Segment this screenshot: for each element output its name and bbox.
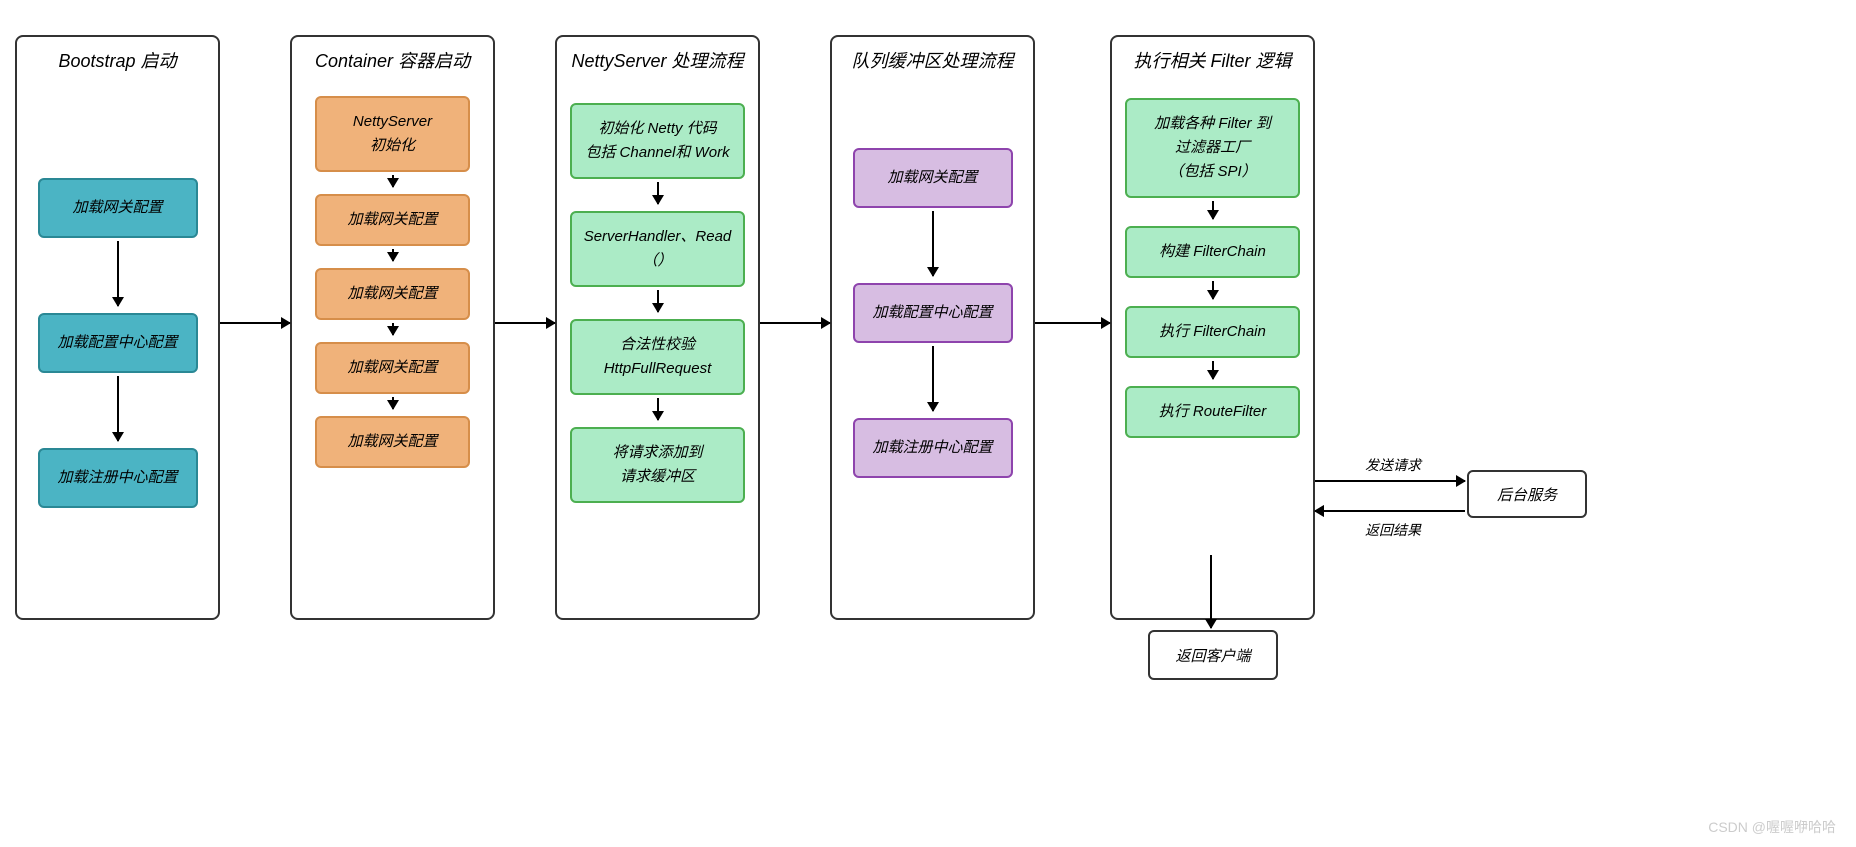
arrow-down [657,290,659,312]
flow-node: 加载网关配置 [853,148,1013,208]
flow-node: 加载配置中心配置 [853,283,1013,343]
flow-node: 加载网关配置 [315,268,470,320]
node-text: 构建 FilterChain [1159,240,1266,264]
node-text: 包括 Channel和 Work [585,141,729,165]
node-text: NettyServer [353,110,432,134]
node-text: 加载网关配置 [347,356,437,380]
node-text: 加载网关配置 [347,430,437,454]
arrow-down [932,211,934,276]
backend-service-box: 后台服务 [1467,470,1587,518]
flow-node: 加载配置中心配置 [38,313,198,373]
node-text: 加载配置中心配置 [872,301,992,325]
node-text: 过滤器工厂 [1175,136,1250,160]
column-2: NettyServer 处理流程初始化 Netty 代码包括 Channel和 … [555,35,760,620]
flow-node: 初始化 Netty 代码包括 Channel和 Work [570,103,745,179]
arrow-down [1212,281,1214,299]
node-text: 加载网关配置 [72,196,162,220]
node-text: 初始化 Netty 代码 [598,117,716,141]
arrow-down [392,175,394,187]
arrow-down [117,376,119,441]
watermark: CSDN @喔喔咿哈哈 [1708,817,1836,837]
arrow-down [1212,361,1214,379]
arrow-down [657,182,659,204]
column-0: Bootstrap 启动加载网关配置加载配置中心配置加载注册中心配置 [15,35,220,620]
column-title: 执行相关 Filter 逻辑 [1133,47,1291,73]
arrow-down [392,397,394,409]
arrow-right [1315,480,1465,482]
node-text: 加载网关配置 [347,282,437,306]
node-text: 初始化 [370,134,415,158]
column-4: 执行相关 Filter 逻辑加载各种 Filter 到过滤器工厂（包括 SPI）… [1110,35,1315,620]
flow-node: 合法性校验HttpFullRequest [570,319,745,395]
flow-node: 加载网关配置 [315,342,470,394]
arrow-down [657,398,659,420]
flow-node: 构建 FilterChain [1125,226,1300,278]
send-request-label: 发送请求 [1365,455,1421,475]
flow-node: 加载注册中心配置 [853,418,1013,478]
arrow-right [220,322,290,324]
return-result-label: 返回结果 [1365,520,1421,540]
flow-node: 加载网关配置 [315,416,470,468]
flow-node: 加载网关配置 [315,194,470,246]
flow-node: 加载各种 Filter 到过滤器工厂（包括 SPI） [1125,98,1300,198]
arrow-down [392,323,394,335]
flow-node: 加载网关配置 [38,178,198,238]
arrow-down [392,249,394,261]
node-text: 将请求添加到 [612,441,702,465]
arrow-down [1210,555,1212,628]
node-text: 合法性校验 [620,333,695,357]
flow-node: 执行 RouteFilter [1125,386,1300,438]
arrow-right [760,322,830,324]
node-text: HttpFullRequest [604,357,712,381]
node-text: 请求缓冲区 [620,465,695,489]
node-text: 加载网关配置 [347,208,437,232]
column-title: 队列缓冲区处理流程 [852,47,1014,73]
column-1: Container 容器启动 NettyServer初始化加载网关配置加载网关配置… [290,35,495,620]
flow-node: 将请求添加到请求缓冲区 [570,427,745,503]
node-text: 加载配置中心配置 [57,331,177,355]
column-title: Container 容器启动 [315,47,470,73]
flow-node: ServerHandler、Read（） [570,211,745,287]
node-text: 执行 FilterChain [1159,320,1266,344]
column-title: NettyServer 处理流程 [571,47,743,73]
arrow-left [1315,510,1465,512]
return-client-box: 返回客户端 [1148,630,1278,680]
column-3: 队列缓冲区处理流程加载网关配置加载配置中心配置加载注册中心配置 [830,35,1035,620]
flow-node: NettyServer初始化 [315,96,470,172]
arrow-right [1035,322,1110,324]
arrow-down [932,346,934,411]
node-text: 加载各种 Filter 到 [1154,112,1271,136]
arrow-right [495,322,555,324]
node-text: 执行 RouteFilter [1159,400,1267,424]
node-text: ServerHandler、Read（） [580,225,735,273]
node-text: 加载注册中心配置 [57,466,177,490]
node-text: 加载网关配置 [887,166,977,190]
column-title: Bootstrap 启动 [58,47,176,73]
node-text: （包括 SPI） [1168,160,1256,184]
flow-node: 执行 FilterChain [1125,306,1300,358]
node-text: 加载注册中心配置 [872,436,992,460]
flow-node: 加载注册中心配置 [38,448,198,508]
arrow-down [117,241,119,306]
arrow-down [1212,201,1214,219]
